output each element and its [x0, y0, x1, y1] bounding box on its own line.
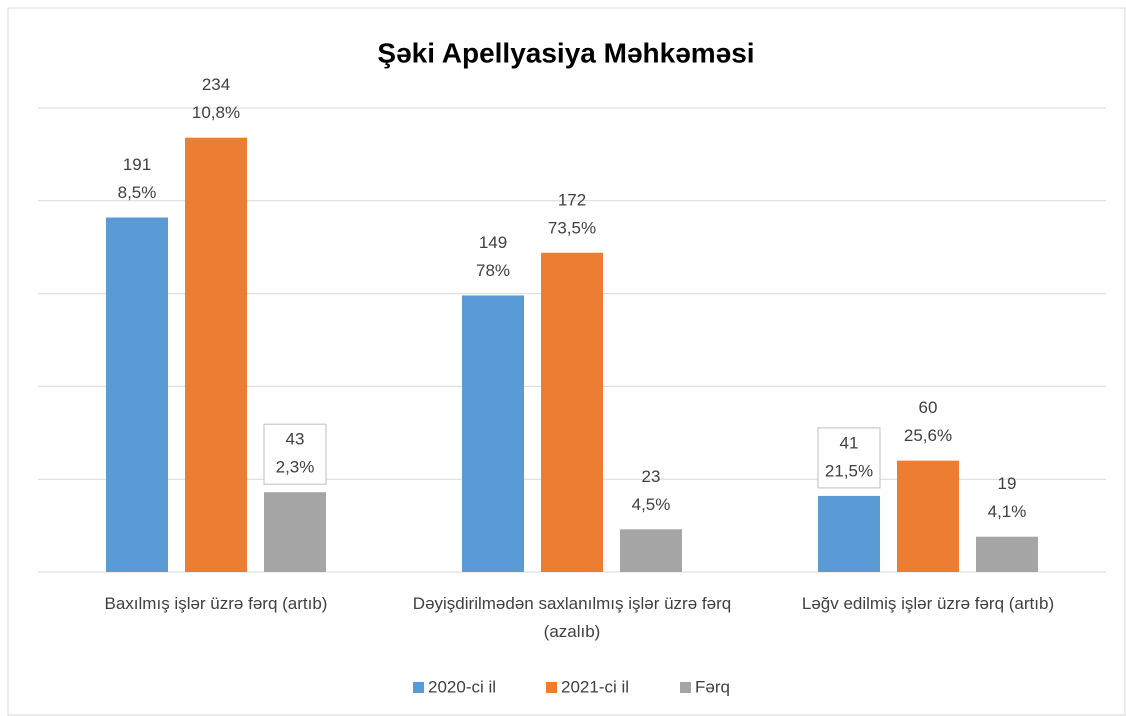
bar: [106, 217, 168, 572]
data-label: 60: [919, 398, 938, 417]
legend-swatch: [413, 682, 424, 693]
legend-label: 2021-ci il: [561, 677, 629, 696]
data-label-percent: 10,8%: [192, 103, 240, 122]
data-label-percent: 21,5%: [825, 461, 873, 480]
data-label-percent: 4,5%: [632, 495, 671, 514]
legend-label: Fərq: [695, 677, 730, 696]
bar: [620, 529, 682, 572]
label-box: [263, 423, 327, 485]
legend-swatch: [680, 682, 691, 693]
data-label-percent: 25,6%: [904, 426, 952, 445]
data-label: 41: [840, 433, 859, 452]
label-box: [817, 427, 881, 489]
x-label-box: Baxılmış işlər üzrə fərq (artıb): [104, 594, 328, 613]
data-label-percent: 2,3%: [276, 458, 315, 477]
x-tick-label: Ləğv edilmiş işlər üzrə fərq (artıb): [801, 594, 1055, 613]
x-tick-label: Dəyişdirilmədən saxlanılmış işlər üzrə f…: [412, 594, 732, 641]
data-label-percent: 73,5%: [548, 218, 596, 237]
data-label: 43: [286, 430, 305, 449]
data-label-percent: 78%: [476, 261, 510, 280]
data-label: 191: [123, 155, 151, 174]
data-label-percent: 4,1%: [988, 502, 1027, 521]
data-label: 23: [642, 467, 661, 486]
data-label-percent: 8,5%: [118, 183, 157, 202]
bar: [976, 536, 1038, 572]
x-label-box: Dəyişdirilmədən saxlanılmış işlər üzrə f…: [412, 594, 732, 641]
bar: [897, 460, 959, 572]
bar: [818, 495, 880, 572]
bar: [541, 252, 603, 572]
data-label: 172: [558, 190, 586, 209]
bar: [264, 492, 326, 572]
legend-label: 2020-ci il: [428, 677, 496, 696]
legend-swatch: [546, 682, 557, 693]
x-label-box: Ləğv edilmiş işlər üzrə fərq (artıb): [801, 594, 1055, 613]
chart-title: Şəki Apellyasiya Məhkəməsi: [377, 37, 754, 68]
x-tick-label: Baxılmış işlər üzrə fərq (artıb): [104, 594, 328, 613]
data-label: 19: [998, 474, 1017, 493]
data-label: 149: [479, 233, 507, 252]
bar: [185, 137, 247, 573]
data-label: 234: [202, 75, 230, 94]
bar: [462, 295, 524, 572]
